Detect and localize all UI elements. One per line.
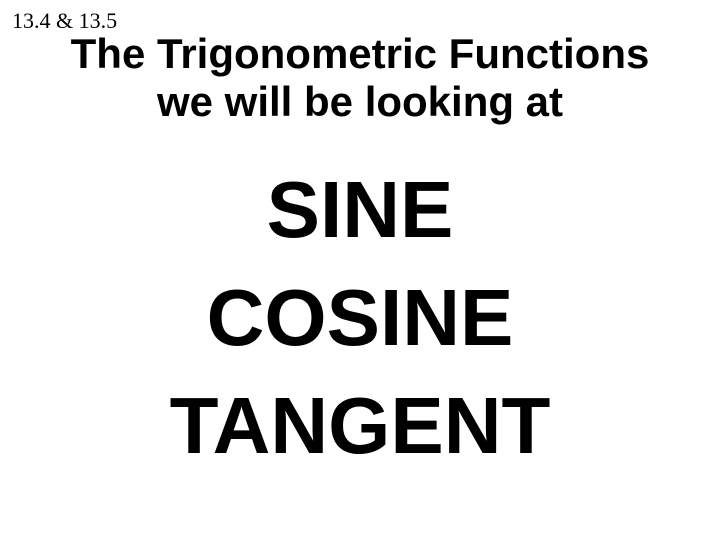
function-list: SINE COSINE TANGENT xyxy=(0,170,720,466)
function-cosine: COSINE xyxy=(0,278,720,358)
function-tangent: TANGENT xyxy=(0,386,720,466)
page-title: The Trigonometric Functions we will be l… xyxy=(0,30,720,127)
function-sine: SINE xyxy=(0,170,720,250)
title-line-1: The Trigonometric Functions xyxy=(71,30,650,77)
title-line-2: we will be looking at xyxy=(157,78,563,125)
